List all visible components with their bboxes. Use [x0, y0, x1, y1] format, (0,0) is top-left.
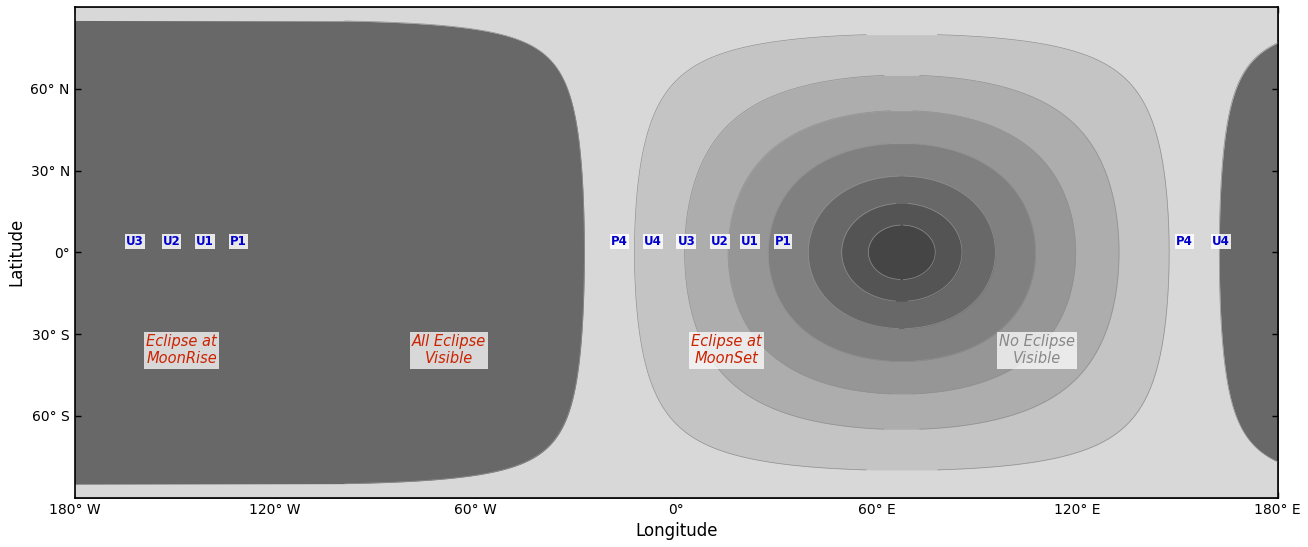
Text: P1: P1	[230, 235, 247, 248]
Text: Eclipse at
MoonSet: Eclipse at MoonSet	[691, 334, 761, 366]
Text: P4: P4	[611, 235, 628, 248]
Text: Eclipse at
MoonRise: Eclipse at MoonRise	[146, 334, 217, 366]
Text: U4: U4	[644, 235, 662, 248]
Text: P1: P1	[774, 235, 791, 248]
Text: U1: U1	[740, 235, 759, 248]
X-axis label: Longitude: Longitude	[634, 522, 718, 540]
Text: All Eclipse
Visible: All Eclipse Visible	[412, 334, 487, 366]
Text: U1: U1	[196, 235, 215, 248]
Text: U3: U3	[126, 235, 144, 248]
Text: U2: U2	[162, 235, 181, 248]
Text: No Eclipse
Visible: No Eclipse Visible	[999, 334, 1075, 366]
Text: U2: U2	[710, 235, 729, 248]
Text: U4: U4	[1213, 235, 1230, 248]
Text: U3: U3	[678, 235, 695, 248]
Text: P4: P4	[1176, 235, 1193, 248]
Y-axis label: Latitude: Latitude	[7, 218, 25, 287]
